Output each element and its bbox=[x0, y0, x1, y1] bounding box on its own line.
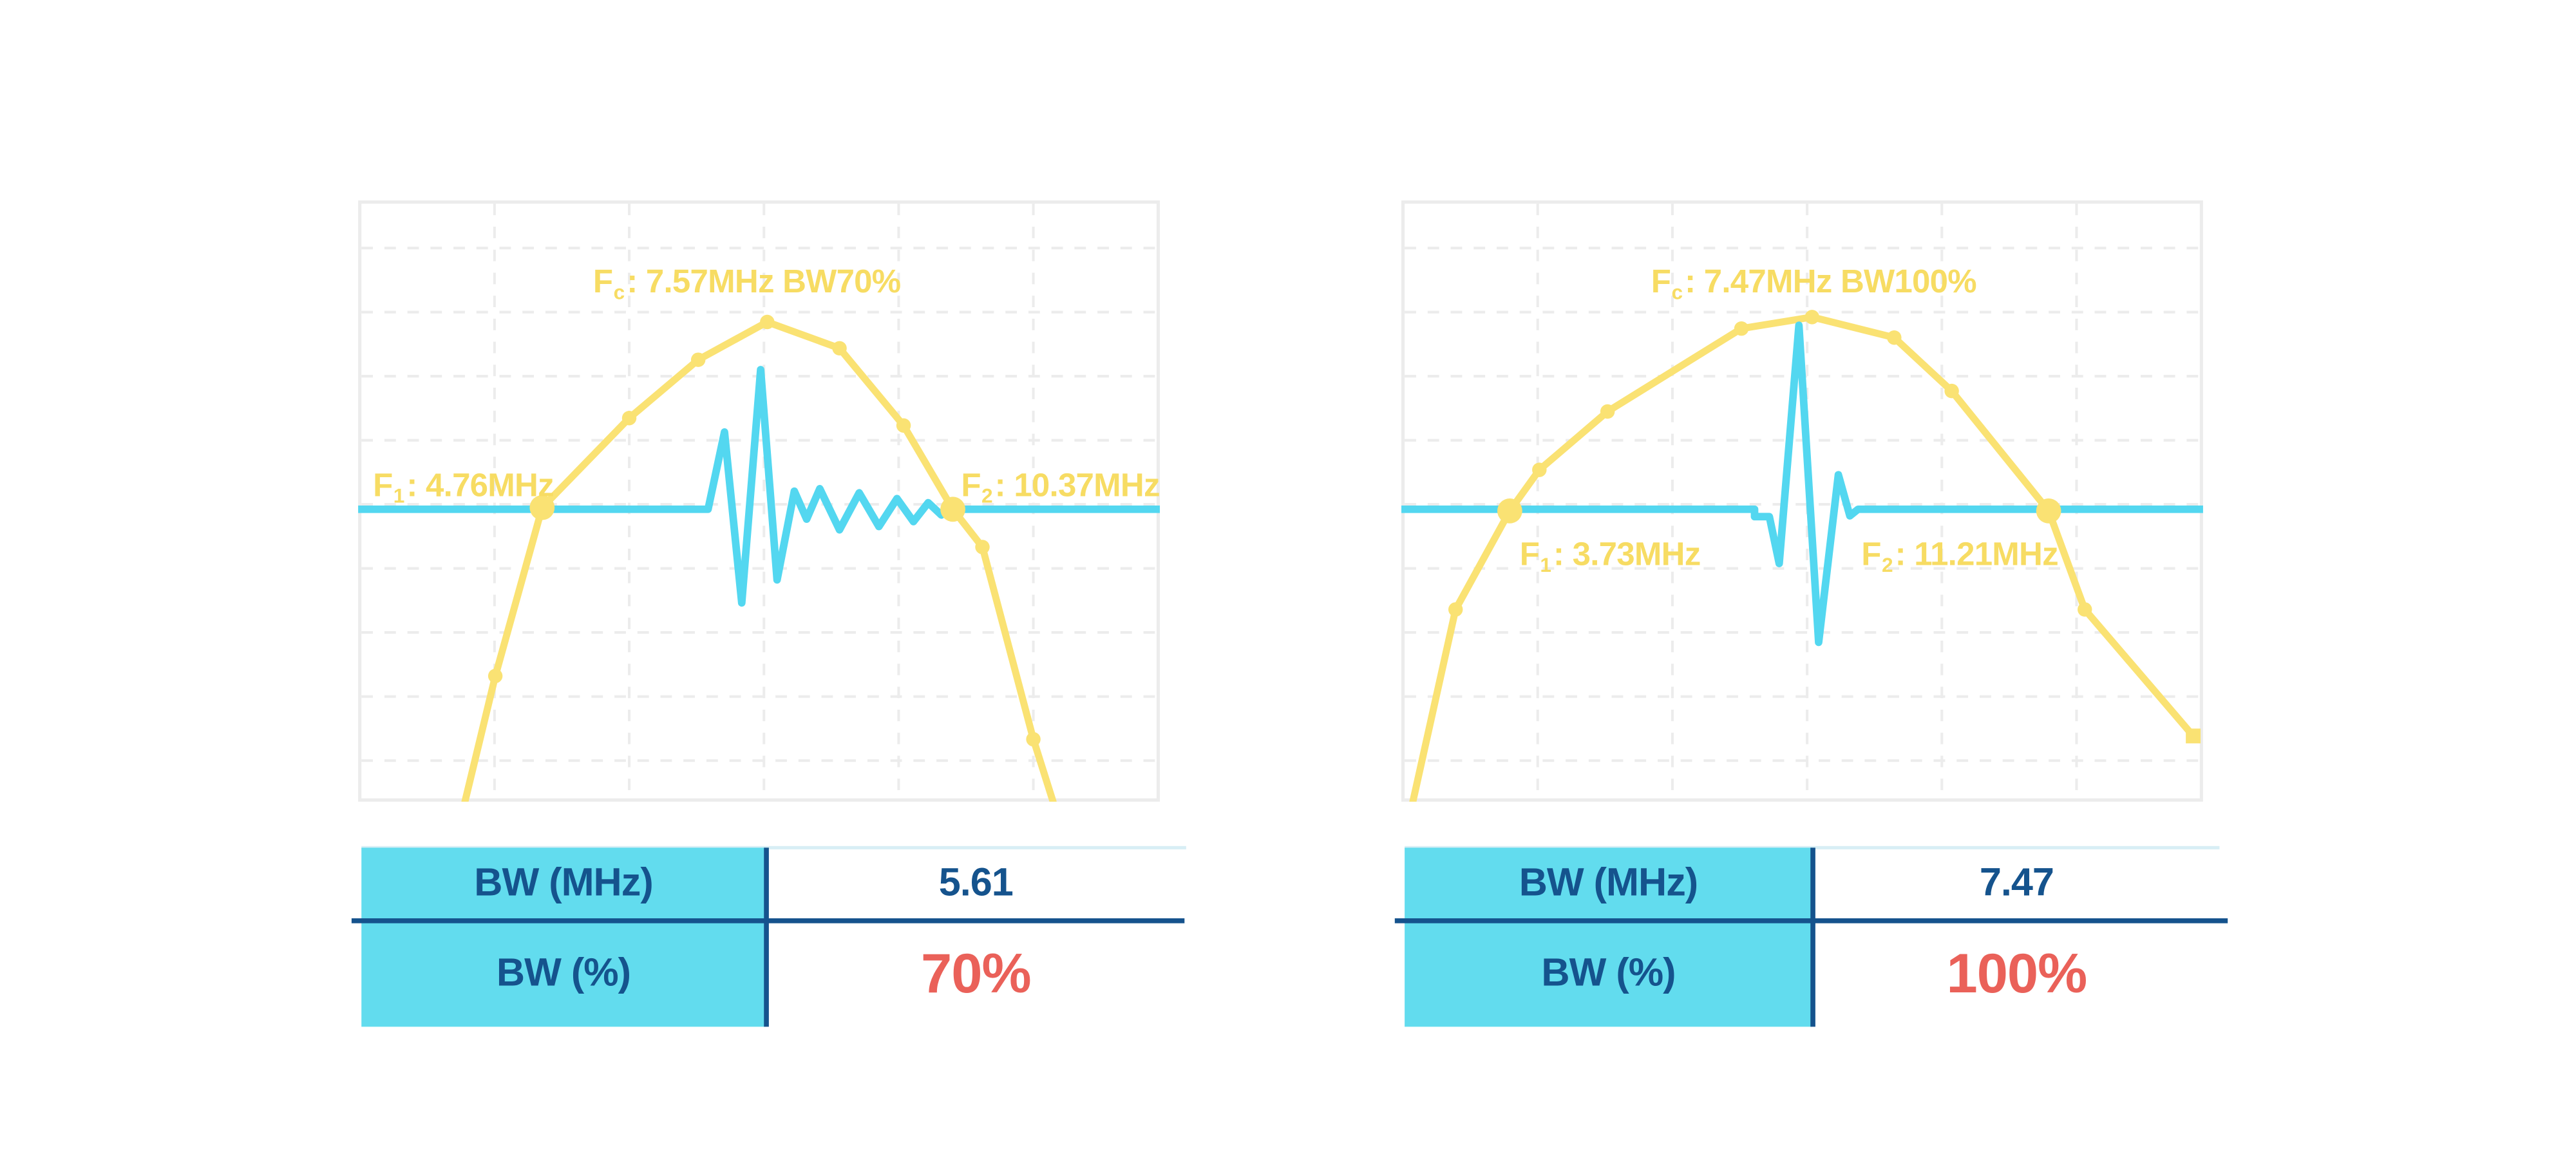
bw-pct-value: 70% bbox=[921, 942, 1032, 1005]
fc-subscript: c bbox=[613, 280, 625, 304]
spectrum-curve bbox=[461, 318, 1057, 802]
spectrum-curve bbox=[1409, 313, 2197, 802]
f1-prefix: F bbox=[1519, 537, 1540, 574]
table-top-rule-left bbox=[361, 846, 1186, 849]
bw-mhz-label-cell-right: BW (MHz) bbox=[1405, 847, 1812, 920]
fc-text: : 7.47MHz BW100% bbox=[1685, 264, 1977, 301]
f2-text: : 10.37MHz bbox=[994, 468, 1160, 505]
f1-subscript: 1 bbox=[393, 484, 405, 507]
spectrum-marker-dot bbox=[1887, 330, 1902, 345]
fc-text: : 7.57MHz BW70% bbox=[627, 264, 901, 301]
spectrum-panel-left bbox=[358, 200, 1160, 802]
bw-mhz-label-cell-left: BW (MHz) bbox=[361, 847, 766, 920]
bw-pct-value: 100% bbox=[1946, 942, 2087, 1005]
spectrum-marker-dot bbox=[832, 341, 847, 356]
spectrum-marker-dot bbox=[896, 418, 911, 433]
spectrum-marker-dot bbox=[760, 314, 775, 330]
bw-mhz-value: 5.61 bbox=[938, 860, 1014, 905]
bw-mhz-label: BW (MHz) bbox=[1519, 860, 1698, 905]
bw-pct-label: BW (%) bbox=[496, 951, 631, 996]
spectrum-marker-dot bbox=[621, 411, 637, 426]
f2-subscript: 2 bbox=[1881, 553, 1893, 576]
pulse-waveform bbox=[1401, 321, 2203, 647]
bw-pct-label-cell-right: BW (%) bbox=[1405, 922, 1812, 1026]
fc-label-left: Fc: 7.57MHz BW70% bbox=[592, 264, 901, 304]
bw-mhz-value-cell-left: 5.61 bbox=[766, 847, 1186, 920]
spectrum-marker-dot bbox=[2078, 602, 2092, 617]
table-header-column-right bbox=[1405, 847, 1812, 1027]
bw-pct-value-cell-left: 70% bbox=[766, 922, 1186, 1026]
fc-label-right: Fc: 7.47MHz BW100% bbox=[1651, 264, 1977, 304]
bw-mhz-label: BW (MHz) bbox=[474, 860, 653, 905]
f1-text: : 3.73MHz bbox=[1553, 537, 1701, 574]
spectrum-chart-right bbox=[1401, 203, 2203, 802]
spectrum-panel-right bbox=[1401, 200, 2203, 802]
f2-label-left: F2: 10.37MHz bbox=[961, 468, 1160, 507]
spectrum-marker-dot bbox=[1448, 602, 1463, 617]
fc-prefix: F bbox=[592, 264, 613, 301]
spectrum-marker-dot bbox=[1944, 383, 1959, 399]
spectrum-marker-dot bbox=[1600, 404, 1615, 419]
spectrum-marker-dot bbox=[975, 540, 990, 554]
bandwidth-crossing-dot bbox=[529, 495, 555, 520]
bandwidth-crossing-dot bbox=[1497, 498, 1522, 524]
f1-subscript: 1 bbox=[1540, 553, 1551, 576]
f1-label-right: F1: 3.73MHz bbox=[1520, 537, 1701, 576]
f2-prefix: F bbox=[961, 468, 981, 505]
spectrum-marker-dot bbox=[1026, 732, 1041, 747]
table-column-divider-left bbox=[764, 847, 768, 1027]
table-column-divider-right bbox=[1810, 847, 1815, 1027]
f1-prefix: F bbox=[373, 468, 393, 505]
f1-text: : 4.76MHz bbox=[406, 468, 554, 505]
bw-pct-value-cell-right: 100% bbox=[1814, 922, 2219, 1026]
spectrum-marker-dot bbox=[690, 352, 706, 367]
f2-label-right: F2: 11.21MHz bbox=[1861, 537, 2058, 576]
bw-pct-label-cell-left: BW (%) bbox=[361, 922, 766, 1026]
spectrum-marker-dot bbox=[1804, 310, 1819, 325]
spectrum-marker-dot bbox=[1532, 462, 1547, 477]
curve-end-square-marker bbox=[2186, 728, 2201, 744]
pulse-waveform bbox=[358, 366, 1160, 607]
bw-mhz-value-cell-right: 7.47 bbox=[1814, 847, 2219, 920]
f2-text: : 11.21MHz bbox=[1895, 537, 2059, 574]
f2-subscript: 2 bbox=[981, 484, 993, 507]
bandwidth-crossing-dot bbox=[940, 497, 965, 522]
spectrum-marker-dot bbox=[488, 668, 503, 683]
f1-label-left: F1: 4.76MHz bbox=[373, 468, 554, 507]
bw-pct-label: BW (%) bbox=[1541, 951, 1676, 996]
table-header-column-left bbox=[361, 847, 766, 1027]
fc-subscript: c bbox=[1671, 280, 1683, 304]
bandwidth-crossing-dot bbox=[2036, 498, 2061, 524]
fc-prefix: F bbox=[1651, 264, 1671, 301]
f2-prefix: F bbox=[1861, 537, 1881, 574]
bw-mhz-value: 7.47 bbox=[1979, 860, 2054, 905]
spectrum-chart-left bbox=[358, 203, 1160, 802]
spectrum-marker-dot bbox=[1734, 321, 1749, 336]
